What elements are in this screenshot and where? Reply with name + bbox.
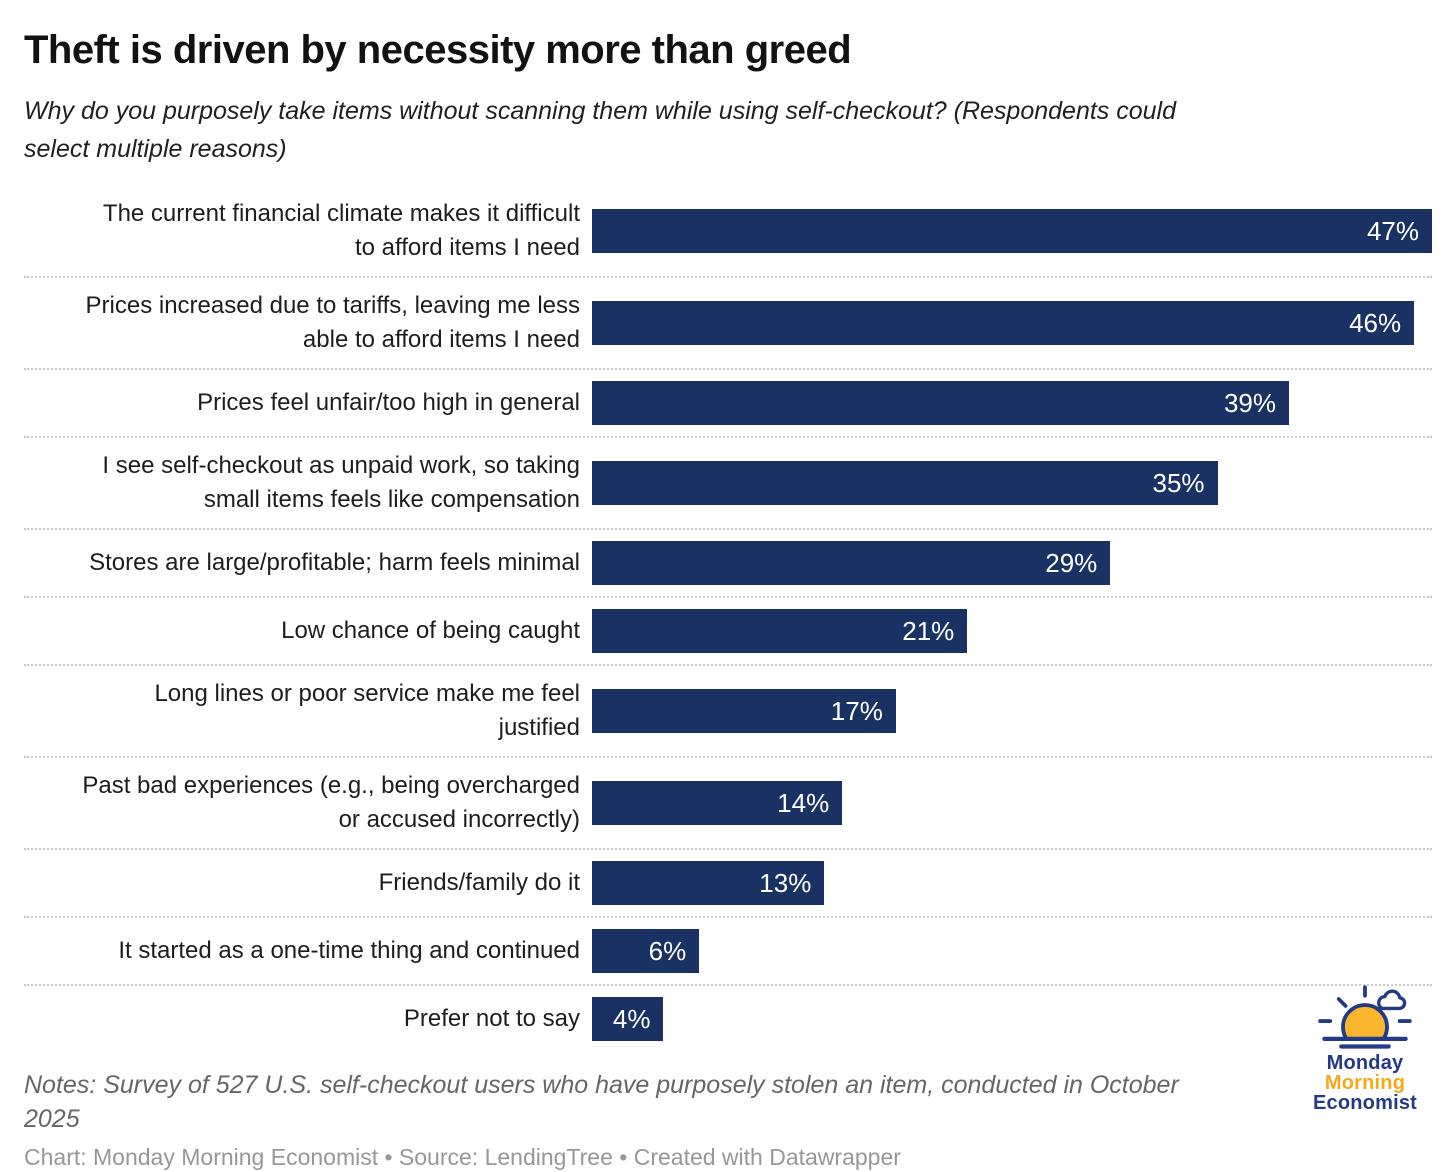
sunrise-cloud-icon bbox=[1314, 985, 1416, 1049]
bar: 17% bbox=[592, 689, 896, 733]
chart-header: Theft is driven by necessity more than g… bbox=[24, 26, 1432, 168]
bar: 35% bbox=[592, 461, 1218, 505]
notes-text: Notes: Survey of 527 U.S. self-checkout … bbox=[24, 1071, 1179, 1133]
chart-footer: Notes: Survey of 527 U.S. self-checkout … bbox=[24, 1068, 1432, 1172]
bar-track: 47% bbox=[592, 209, 1432, 253]
bar: 29% bbox=[592, 541, 1111, 585]
chart-row: I see self-checkout as unpaid work, so t… bbox=[24, 436, 1432, 528]
value-label: 6% bbox=[648, 935, 687, 966]
chart-row: Prices increased due to tariffs, leaving… bbox=[24, 276, 1432, 368]
category-label: Long lines or poor service make me feel … bbox=[154, 680, 580, 741]
value-label: 13% bbox=[759, 867, 812, 898]
chart-row: Long lines or poor service make me feel … bbox=[24, 664, 1432, 756]
credit-text: Chart: Monday Morning Economist • Source… bbox=[24, 1144, 901, 1170]
category-label: Past bad experiences (e.g., being overch… bbox=[82, 772, 580, 833]
bar-track: 17% bbox=[592, 689, 1432, 733]
bar-track: 39% bbox=[592, 381, 1432, 425]
value-label: 46% bbox=[1349, 307, 1402, 338]
chart-row: Prefer not to say 4% bbox=[24, 984, 1432, 1052]
category-label: Friends/family do it bbox=[378, 869, 580, 896]
bar: 39% bbox=[592, 381, 1290, 425]
chart-row: Past bad experiences (e.g., being overch… bbox=[24, 756, 1432, 848]
bar: 21% bbox=[592, 609, 968, 653]
value-label: 17% bbox=[830, 695, 883, 726]
value-label: 4% bbox=[612, 1003, 651, 1034]
chart-row: Stores are large/profitable; harm feels … bbox=[24, 528, 1432, 596]
bar: 46% bbox=[592, 301, 1415, 345]
value-label: 21% bbox=[902, 615, 955, 646]
category-label: Prices increased due to tariffs, leaving… bbox=[85, 292, 580, 353]
bar: 47% bbox=[592, 209, 1432, 253]
value-label: 39% bbox=[1223, 387, 1277, 418]
bar-track: 35% bbox=[592, 461, 1432, 505]
logo-word-monday: Monday bbox=[1326, 1052, 1404, 1074]
bar-track: 14% bbox=[592, 781, 1432, 825]
category-label: Stores are large/profitable; harm feels … bbox=[89, 549, 580, 576]
bar-track: 13% bbox=[592, 861, 1432, 905]
chart-row: The current financial climate makes it d… bbox=[24, 186, 1432, 276]
chart-row: It started as a one-time thing and conti… bbox=[24, 916, 1432, 984]
bar-chart: The current financial climate makes it d… bbox=[24, 186, 1432, 1052]
category-label: Prices feel unfair/too high in general bbox=[197, 389, 580, 416]
chart-subtitle: Why do you purposely take items without … bbox=[24, 97, 1177, 163]
logo-word-economist: Economist bbox=[1312, 1092, 1418, 1114]
category-label: It started as a one-time thing and conti… bbox=[118, 937, 580, 964]
chart-row: Low chance of being caught 21% bbox=[24, 596, 1432, 664]
logo-word-morning: Morning bbox=[1324, 1072, 1406, 1094]
category-label: Prefer not to say bbox=[403, 1005, 580, 1032]
value-label: 14% bbox=[777, 787, 830, 818]
category-label: The current financial climate makes it d… bbox=[102, 200, 580, 261]
bar: 13% bbox=[592, 861, 825, 905]
value-label: 47% bbox=[1366, 215, 1419, 246]
mme-logo: Monday Morning Economist bbox=[1300, 983, 1430, 1113]
value-label: 29% bbox=[1045, 547, 1098, 578]
bar-track: 21% bbox=[592, 609, 1432, 653]
value-label: 35% bbox=[1152, 467, 1205, 498]
chart-row: Prices feel unfair/too high in general 3… bbox=[24, 368, 1432, 436]
chart-row: Friends/family do it 13% bbox=[24, 848, 1432, 916]
bar-track: 4% bbox=[592, 997, 1432, 1041]
bar-track: 6% bbox=[592, 929, 1432, 973]
bar: 6% bbox=[592, 929, 700, 973]
category-label: Low chance of being caught bbox=[281, 617, 580, 644]
bar-track: 46% bbox=[592, 301, 1432, 345]
bar: 14% bbox=[592, 781, 843, 825]
bar: 4% bbox=[592, 997, 664, 1041]
category-label: I see self-checkout as unpaid work, so t… bbox=[102, 452, 580, 513]
bar-track: 29% bbox=[592, 541, 1432, 585]
chart-title: Theft is driven by necessity more than g… bbox=[24, 28, 852, 72]
